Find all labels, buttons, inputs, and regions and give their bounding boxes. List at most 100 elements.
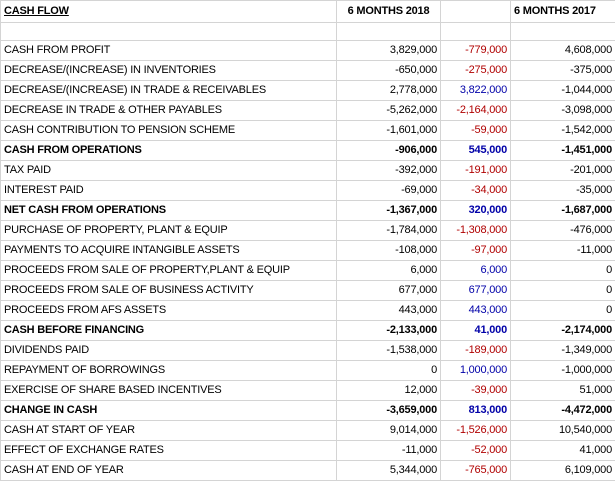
- row-label: TAX PAID: [0, 160, 337, 181]
- value-cell: -3,659,000: [336, 400, 441, 421]
- value-cell: -4,472,000: [510, 400, 615, 421]
- data-row: INTEREST PAID -69,000 -34,000 -35,000: [0, 180, 615, 201]
- data-row: PROCEEDS FROM AFS ASSETS 443,000 443,000 0: [0, 300, 615, 321]
- value-cell: 6,000: [336, 260, 441, 281]
- value-cell: 443,000: [440, 300, 511, 321]
- data-row: EFFECT OF EXCHANGE RATES -11,000 -52,000 41…: [0, 440, 615, 461]
- value-cell: -1,784,000: [336, 220, 441, 241]
- data-row: DECREASE IN TRADE & OTHER PAYABLES -5,262…: [0, 100, 615, 121]
- value-cell: -275,000: [440, 60, 511, 81]
- value-cell: -69,000: [336, 180, 441, 201]
- data-row: CASH CONTRIBUTION TO PENSION SCHEME -1,60…: [0, 120, 615, 141]
- row-label: PROCEEDS FROM SALE OF BUSINESS ACTIVITY: [0, 280, 337, 301]
- value-cell: 0: [510, 260, 615, 281]
- value-cell: 3,829,000: [336, 40, 441, 61]
- value-cell: -2,164,000: [440, 100, 511, 121]
- data-row: DECREASE/(INCREASE) IN TRADE & RECEIVABL…: [0, 80, 615, 101]
- value-cell: 6,109,000: [510, 460, 615, 481]
- row-label: PAYMENTS TO ACQUIRE INTANGIBLE ASSETS: [0, 240, 337, 261]
- value-cell: 10,540,000: [510, 420, 615, 441]
- row-label: PROCEEDS FROM AFS ASSETS: [0, 300, 337, 321]
- data-row: PAYMENTS TO ACQUIRE INTANGIBLE ASSETS -10…: [0, 240, 615, 261]
- row-label: PROCEEDS FROM SALE OF PROPERTY,PLANT & E…: [0, 260, 337, 281]
- cell: [0, 22, 337, 41]
- value-cell: -2,174,000: [510, 320, 615, 341]
- value-cell: -906,000: [336, 140, 441, 161]
- value-cell: -34,000: [440, 180, 511, 201]
- value-cell: -1,687,000: [510, 200, 615, 221]
- data-row: PROCEEDS FROM SALE OF BUSINESS ACTIVITY 6…: [0, 280, 615, 301]
- value-cell: 0: [510, 300, 615, 321]
- header-cell: CASH FLOW: [0, 0, 337, 23]
- value-cell: -1,542,000: [510, 120, 615, 141]
- value-cell: 813,000: [440, 400, 511, 421]
- row-label: PURCHASE OF PROPERTY, PLANT & EQUIP: [0, 220, 337, 241]
- row-label: CASH FROM PROFIT: [0, 40, 337, 61]
- value-cell: 6,000: [440, 260, 511, 281]
- data-row: EXERCISE OF SHARE BASED INCENTIVES 12,000…: [0, 380, 615, 401]
- value-cell: -11,000: [510, 240, 615, 261]
- value-cell: 2,778,000: [336, 80, 441, 101]
- data-row: DECREASE/(INCREASE) IN INVENTORIES -650,0…: [0, 60, 615, 81]
- value-cell: -1,367,000: [336, 200, 441, 221]
- value-cell: -59,000: [440, 120, 511, 141]
- data-row: CASH BEFORE FINANCING -2,133,000 41,000 -2,…: [0, 320, 615, 341]
- data-row: DIVIDENDS PAID -1,538,000 -189,000 -1,349,0…: [0, 340, 615, 361]
- value-cell: -39,000: [440, 380, 511, 401]
- blank-row: [0, 22, 615, 41]
- data-row: PURCHASE OF PROPERTY, PLANT & EQUIP -1,78…: [0, 220, 615, 241]
- value-cell: 320,000: [440, 200, 511, 221]
- value-cell: 677,000: [440, 280, 511, 301]
- value-cell: -1,526,000: [440, 420, 511, 441]
- value-cell: -189,000: [440, 340, 511, 361]
- row-label: CASH AT END OF YEAR: [0, 460, 337, 481]
- value-cell: -35,000: [510, 180, 615, 201]
- value-cell: -3,098,000: [510, 100, 615, 121]
- row-label: CHANGE IN CASH: [0, 400, 337, 421]
- value-cell: 4,608,000: [510, 40, 615, 61]
- row-label: CASH FROM OPERATIONS: [0, 140, 337, 161]
- value-cell: -779,000: [440, 40, 511, 61]
- value-cell: -191,000: [440, 160, 511, 181]
- cell: [440, 22, 511, 41]
- value-cell: -5,262,000: [336, 100, 441, 121]
- value-cell: 0: [336, 360, 441, 381]
- row-label: CASH BEFORE FINANCING: [0, 320, 337, 341]
- row-label: DIVIDENDS PAID: [0, 340, 337, 361]
- row-label: NET CASH FROM OPERATIONS: [0, 200, 337, 221]
- value-cell: -2,133,000: [336, 320, 441, 341]
- value-cell: 51,000: [510, 380, 615, 401]
- value-cell: -392,000: [336, 160, 441, 181]
- data-row: CASH FROM OPERATIONS -906,000 545,000 -1,45…: [0, 140, 615, 161]
- value-cell: 677,000: [336, 280, 441, 301]
- row-label: DECREASE/(INCREASE) IN TRADE & RECEIVABL…: [0, 80, 337, 101]
- value-cell: -476,000: [510, 220, 615, 241]
- header-cell: 6 MONTHS 2017: [510, 0, 615, 23]
- value-cell: 3,822,000: [440, 80, 511, 101]
- cell: [510, 22, 615, 41]
- value-cell: 0: [510, 280, 615, 301]
- value-cell: -1,000,000: [510, 360, 615, 381]
- data-row: TAX PAID -392,000 -191,000 -201,000: [0, 160, 615, 181]
- data-row: CASH FROM PROFIT 3,829,000 -779,000 4,608,0…: [0, 40, 615, 61]
- value-cell: -650,000: [336, 60, 441, 81]
- row-label: CASH CONTRIBUTION TO PENSION SCHEME: [0, 120, 337, 141]
- cell: [336, 22, 441, 41]
- row-label: INTEREST PAID: [0, 180, 337, 201]
- header-cell: 6 MONTHS 2018: [336, 0, 441, 23]
- value-cell: 9,014,000: [336, 420, 441, 441]
- header-row: CASH FLOW 6 MONTHS 2018 6 MONTHS 2017: [0, 0, 615, 23]
- row-label: DECREASE IN TRADE & OTHER PAYABLES: [0, 100, 337, 121]
- value-cell: -11,000: [336, 440, 441, 461]
- value-cell: 41,000: [440, 320, 511, 341]
- value-cell: -1,601,000: [336, 120, 441, 141]
- data-row: NET CASH FROM OPERATIONS -1,367,000 320,00…: [0, 200, 615, 221]
- value-cell: -1,308,000: [440, 220, 511, 241]
- value-cell: 5,344,000: [336, 460, 441, 481]
- row-label: DECREASE/(INCREASE) IN INVENTORIES: [0, 60, 337, 81]
- value-cell: 1,000,000: [440, 360, 511, 381]
- data-row: CASH AT END OF YEAR 5,344,000 -765,000 6,10…: [0, 460, 615, 481]
